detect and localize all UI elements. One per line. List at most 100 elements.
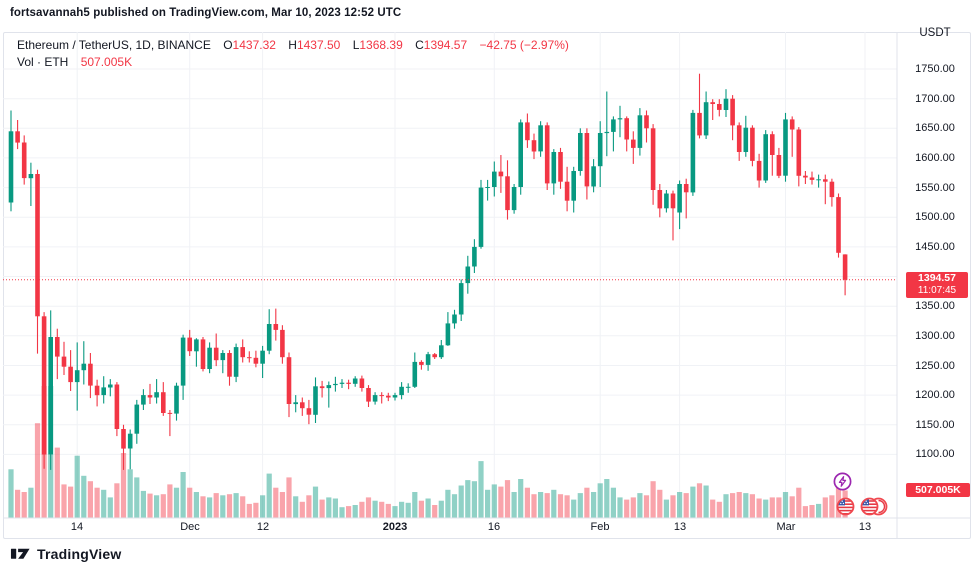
volume-bar (299, 501, 305, 519)
volume-bar (293, 496, 299, 518)
candle (432, 354, 437, 358)
volume-bar (438, 500, 444, 518)
price-tick-label: 1200.00 (915, 389, 955, 401)
candle (558, 152, 563, 182)
candle (141, 395, 146, 405)
volume-label[interactable]: Vol · ETH (17, 55, 69, 69)
volume-bar (94, 487, 100, 518)
candle (743, 127, 749, 152)
volume-bar (657, 489, 663, 518)
candle (333, 383, 338, 386)
volume-bar (28, 487, 34, 518)
time-tick-label: Dec (180, 521, 200, 533)
volume-bar (743, 493, 749, 518)
bar-countdown: 11:07:45 (917, 285, 957, 296)
us-flag-pair-event-icon[interactable] (860, 497, 888, 516)
volume-bar (696, 483, 703, 518)
volume-bar (610, 487, 616, 518)
last-price-badge: 1394.57 11:07:45 (906, 272, 968, 298)
candle (260, 350, 265, 364)
volume-bar (498, 486, 504, 518)
time-tick-label: 2023 (382, 521, 408, 533)
candle (783, 119, 788, 176)
candle (293, 402, 298, 405)
attribution-text: fortsavannah5 published on TradingView.c… (10, 7, 402, 19)
volume-bar (471, 481, 477, 518)
volume-header: Vol · ETH 507.005K (17, 55, 132, 69)
candle (55, 337, 60, 357)
volume-bar (650, 481, 656, 518)
candle (425, 354, 431, 365)
volume-bar (703, 485, 709, 518)
volume-bar (637, 493, 643, 518)
last-price-value: 1394.57 (918, 272, 956, 284)
volume-bar (425, 498, 431, 518)
symbol-header: Ethereum / TetherUS, 1D, BINANCE O1437.3… (17, 38, 569, 52)
candle (670, 193, 676, 209)
volume-bar (332, 498, 338, 518)
volume-bar (504, 480, 511, 518)
volume-bar (670, 495, 676, 519)
volume-bar (352, 505, 358, 518)
volume-bar (405, 502, 411, 518)
candle (617, 118, 623, 120)
volume-bar (802, 506, 808, 518)
candle (94, 385, 100, 396)
candle (286, 357, 292, 404)
volume-bar (544, 493, 550, 518)
volume-bar (193, 492, 199, 518)
symbol-title[interactable]: Ethereum / TetherUS, 1D, BINANCE (17, 38, 211, 52)
time-tick-label: 16 (487, 521, 501, 533)
volume-bar (491, 484, 497, 518)
candle (697, 112, 702, 136)
volume-bar (577, 493, 583, 518)
volume-bar (372, 500, 378, 518)
tradingview-footer-link[interactable]: TradingView (10, 546, 121, 562)
candle (386, 395, 391, 398)
volume-bar (173, 487, 180, 518)
candle (346, 382, 351, 384)
candle (770, 134, 775, 155)
volume-bar (432, 505, 438, 518)
candle (213, 347, 219, 361)
volume-bar (61, 484, 67, 518)
volume-bar (379, 501, 385, 519)
candle (498, 171, 504, 177)
candle (717, 104, 722, 110)
candle (690, 112, 696, 193)
close-label: C (415, 38, 424, 52)
volume-bar (451, 494, 458, 518)
volume-bar (551, 489, 557, 518)
candle (180, 337, 186, 386)
volume-bar (816, 503, 822, 518)
volume-badge-value: 507.005K (915, 484, 961, 496)
candle (452, 314, 457, 324)
candle (571, 171, 576, 201)
price-tick-label: 1500.00 (915, 211, 955, 223)
us-flag-event-icon[interactable] (836, 497, 855, 516)
lightning-event-icon[interactable] (833, 472, 852, 491)
candle (174, 385, 179, 414)
volume-bar (663, 499, 669, 518)
volume-bar (180, 472, 186, 518)
candle (803, 175, 808, 178)
candle (68, 366, 73, 383)
candle (352, 378, 358, 384)
candle (127, 433, 133, 449)
candle (730, 98, 735, 126)
volume-bar (226, 494, 233, 518)
volume-bar (485, 489, 491, 518)
candle (74, 370, 80, 383)
candles (8, 73, 848, 470)
candle (392, 395, 398, 398)
candle (8, 131, 14, 203)
volume-bar (399, 501, 405, 519)
volume-bar (511, 492, 517, 518)
candle (763, 134, 768, 181)
time-tick-label: Mar (776, 521, 796, 533)
candle (154, 392, 159, 398)
candle (366, 388, 371, 402)
candle (379, 395, 384, 397)
volume-bar (246, 503, 252, 518)
